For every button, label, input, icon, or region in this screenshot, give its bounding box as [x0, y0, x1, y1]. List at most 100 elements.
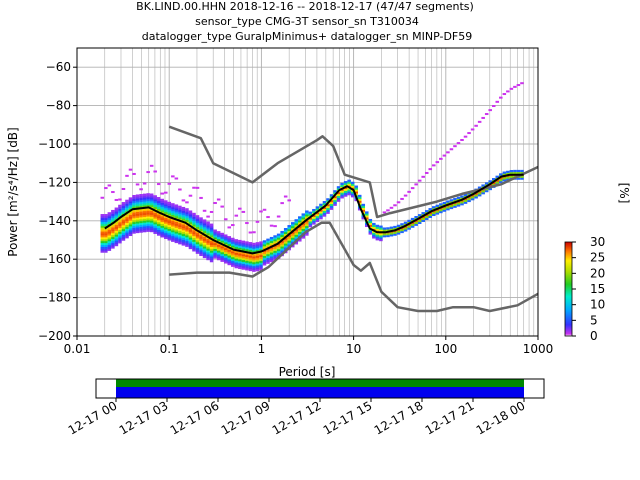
heatmap-cell — [350, 185, 355, 188]
heatmap-cell — [125, 228, 129, 231]
heatmap-cell — [132, 219, 136, 223]
heatmap-cell — [202, 223, 207, 226]
heatmap-cell — [439, 210, 443, 214]
heatmap-cell — [223, 255, 228, 258]
heatmap-cell — [139, 215, 143, 218]
heatmap-cell — [125, 201, 129, 204]
heatmap-cell — [181, 224, 186, 227]
heatmap-outlier-cell — [104, 187, 108, 190]
heatmap-outlier-cell — [266, 216, 270, 219]
heatmap-cell — [128, 197, 133, 200]
heatmap-cell — [290, 235, 295, 238]
heatmap-cell — [262, 261, 267, 264]
mean-psd-curve — [104, 173, 524, 255]
heatmap-cell — [111, 217, 115, 220]
heatmap-cell — [185, 219, 189, 222]
heatmap-cell — [290, 241, 295, 244]
heatmap-cell — [139, 203, 143, 206]
heatmap-cell — [213, 241, 217, 244]
heatmap-cell — [107, 221, 112, 225]
heatmap-cell — [329, 205, 334, 208]
heatmap-cell — [156, 197, 161, 200]
heatmap-cell — [502, 171, 507, 174]
heatmap-cell — [382, 235, 387, 238]
heatmap-outlier-cell — [174, 177, 179, 180]
heatmap-cell — [142, 205, 147, 208]
heatmap-cell — [142, 216, 147, 219]
heatmap-cell — [174, 215, 179, 219]
time-tick-label: 12-17 21 — [423, 398, 477, 437]
heatmap-cell — [252, 260, 256, 263]
heatmap-cell — [199, 234, 203, 237]
heatmap-cell — [379, 229, 383, 232]
heatmap-cell — [174, 206, 179, 209]
heatmap-cell — [421, 212, 425, 215]
heatmap-cell — [192, 212, 196, 216]
heatmap-cell — [379, 235, 383, 238]
heatmap-cell — [213, 246, 217, 249]
heatmap-cell — [428, 213, 433, 217]
heatmap-cell — [213, 248, 217, 251]
heatmap-outlier-cell — [446, 151, 450, 154]
heatmap-cell — [195, 222, 200, 226]
heatmap-cell — [114, 217, 119, 220]
heatmap-cell — [164, 202, 168, 205]
heatmap-cell — [192, 214, 196, 217]
heatmap-cell — [206, 221, 210, 224]
heatmap-cell — [100, 240, 105, 244]
heatmap-cell — [156, 212, 161, 215]
heatmap-cell — [181, 228, 186, 231]
heatmap-cell — [520, 169, 524, 173]
heatmap-cell — [104, 233, 108, 236]
heatmap-cell — [195, 217, 200, 220]
heatmap-cell — [128, 205, 133, 208]
heatmap-cell — [435, 206, 440, 209]
heatmap-cell — [164, 223, 168, 226]
heatmap-cell — [156, 202, 161, 205]
heatmap-cell — [386, 227, 390, 230]
heatmap-cell — [216, 256, 221, 259]
heatmap-cell — [213, 237, 217, 240]
heatmap-cell — [118, 223, 122, 227]
heatmap-cell — [132, 229, 136, 232]
heatmap-cell — [125, 215, 129, 218]
heatmap-cell — [343, 181, 348, 184]
heatmap-cell — [234, 239, 239, 242]
heatmap-cell — [305, 223, 309, 227]
heatmap-cell — [276, 233, 281, 236]
heatmap-cell — [118, 214, 122, 217]
heatmap-cell — [506, 178, 510, 181]
heatmap-cell — [121, 211, 126, 214]
heatmap-outlier-cell — [234, 214, 239, 217]
heatmap-cell — [266, 259, 270, 262]
heatmap-cell — [252, 263, 256, 267]
heatmap-cell — [357, 196, 362, 199]
heatmap-cell — [107, 244, 112, 248]
heatmap-cell — [372, 234, 376, 237]
title-line-3: datalogger_type GuralpMinimus+ datalogge… — [142, 30, 473, 43]
heatmap-cell — [149, 205, 154, 208]
heatmap-cell — [181, 222, 186, 225]
heatmap-cell — [400, 223, 404, 226]
heatmap-outlier-cell — [453, 145, 457, 148]
heatmap-cell — [125, 234, 129, 237]
heatmap-cell — [178, 207, 182, 210]
heatmap-cell — [417, 214, 422, 217]
heatmap-cell — [206, 254, 210, 257]
heatmap-cell — [227, 251, 232, 254]
heatmap-cell — [174, 240, 179, 244]
heatmap-cell — [231, 249, 235, 252]
heatmap-cell — [171, 220, 175, 223]
time-tick-label: 12-17 09 — [219, 398, 273, 437]
heatmap-cell — [199, 236, 203, 239]
heatmap-cell — [160, 217, 165, 221]
heatmap-cell — [104, 235, 108, 238]
heatmap-cell — [234, 243, 239, 246]
heatmap-cell — [439, 209, 443, 212]
heatmap-cell — [269, 236, 274, 240]
heatmap-cell — [107, 225, 112, 228]
heatmap-cell — [259, 266, 263, 269]
heatmap-cell — [135, 205, 140, 209]
heatmap-cell — [125, 222, 129, 225]
heatmap-cell — [213, 235, 217, 238]
